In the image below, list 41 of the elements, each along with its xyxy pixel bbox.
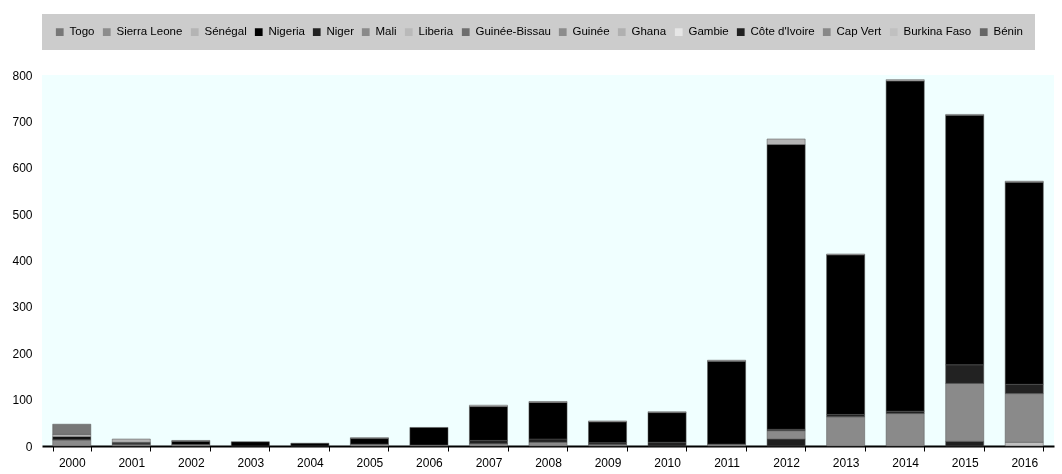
- x-tick-label: 2015: [951, 455, 979, 470]
- legend-label: Guinée-Bissau: [475, 25, 551, 38]
- x-tick-label: 2016: [1011, 455, 1039, 470]
- legend-label: Gambie: [688, 25, 729, 38]
- legend-label: Sierra Leone: [116, 25, 183, 38]
- legend-label: Togo: [69, 25, 95, 38]
- y-tick-label: 400: [12, 254, 33, 268]
- y-tick-label: 700: [12, 114, 33, 129]
- legend-label: Liberia: [418, 25, 454, 38]
- legend-label: Côte d'Ivoire: [750, 25, 815, 38]
- x-tick-label: 2013: [832, 455, 860, 470]
- x-tick-label: 2008: [535, 455, 563, 470]
- legend-label: Mali: [375, 25, 397, 38]
- x-tick-label: 2001: [118, 455, 146, 470]
- legend-label: Sénégal: [204, 25, 247, 38]
- legend-label: Guinée: [572, 25, 610, 38]
- y-tick-label: 500: [12, 207, 33, 222]
- legend-label: Nigeria: [268, 25, 306, 38]
- x-tick-label: 2011: [714, 455, 741, 470]
- y-tick-label: 200: [12, 346, 33, 361]
- x-tick-label: 2006: [416, 455, 444, 470]
- x-tick-label: 2000: [58, 455, 86, 470]
- x-tick-label: 2010: [654, 455, 682, 470]
- x-tick-label: 2003: [237, 455, 265, 470]
- y-tick-label: 0: [25, 439, 33, 454]
- x-tick-label: 2012: [773, 455, 801, 470]
- y-tick-label: 800: [12, 68, 33, 83]
- legend-label: Burkina Faso: [903, 25, 972, 38]
- legend-label: Niger: [326, 25, 355, 38]
- x-tick-label: 2007: [475, 455, 503, 470]
- y-tick-label: 600: [12, 161, 33, 176]
- x-tick-label: 2014: [892, 455, 920, 470]
- x-tick-label: 2005: [356, 455, 384, 470]
- legend-label: Bénin: [993, 25, 1023, 38]
- legend-label: Ghana: [631, 25, 667, 38]
- x-tick-label: 2002: [177, 455, 205, 470]
- legend-label: Cap Vert: [836, 25, 883, 38]
- y-tick-label: 300: [12, 300, 33, 315]
- x-tick-label: 2004: [297, 455, 325, 470]
- y-tick-label: 100: [12, 393, 33, 408]
- x-tick-label: 2009: [594, 455, 622, 470]
